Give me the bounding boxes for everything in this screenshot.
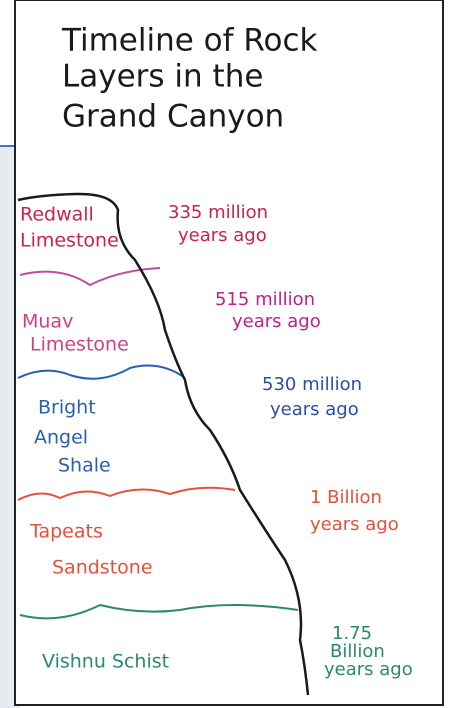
layer-name: Sandstone <box>52 557 153 579</box>
layer-age: years ago <box>310 514 399 535</box>
layer-age: 1 Billion <box>310 487 382 508</box>
layer-name: Tapeats <box>29 521 103 543</box>
layer-age: years ago <box>178 225 267 246</box>
layer-age: 515 million <box>215 289 315 310</box>
layer-name: Shale <box>58 455 111 477</box>
layer-name: Redwall <box>20 204 94 226</box>
diagram: Timeline of Rock Layers in the Grand Can… <box>0 0 450 708</box>
layer-age: 335 million <box>168 202 268 223</box>
layer-age: years ago <box>232 311 321 332</box>
layer-name: Angel <box>34 427 88 449</box>
layer-name: Bright <box>38 397 96 419</box>
layer-name: Muav <box>22 311 73 333</box>
layer-age: years ago <box>270 399 359 420</box>
layer-age: years ago <box>324 659 413 680</box>
layer-age: 530 million <box>262 374 362 395</box>
layer-name: Vishnu Schist <box>42 651 169 673</box>
title-line: Layers in the <box>62 59 263 95</box>
title-line: Timeline of Rock <box>61 23 318 59</box>
layer-name: Limestone <box>30 334 129 356</box>
layer-name: Limestone <box>20 230 119 252</box>
title-line: Grand Canyon <box>62 99 284 135</box>
